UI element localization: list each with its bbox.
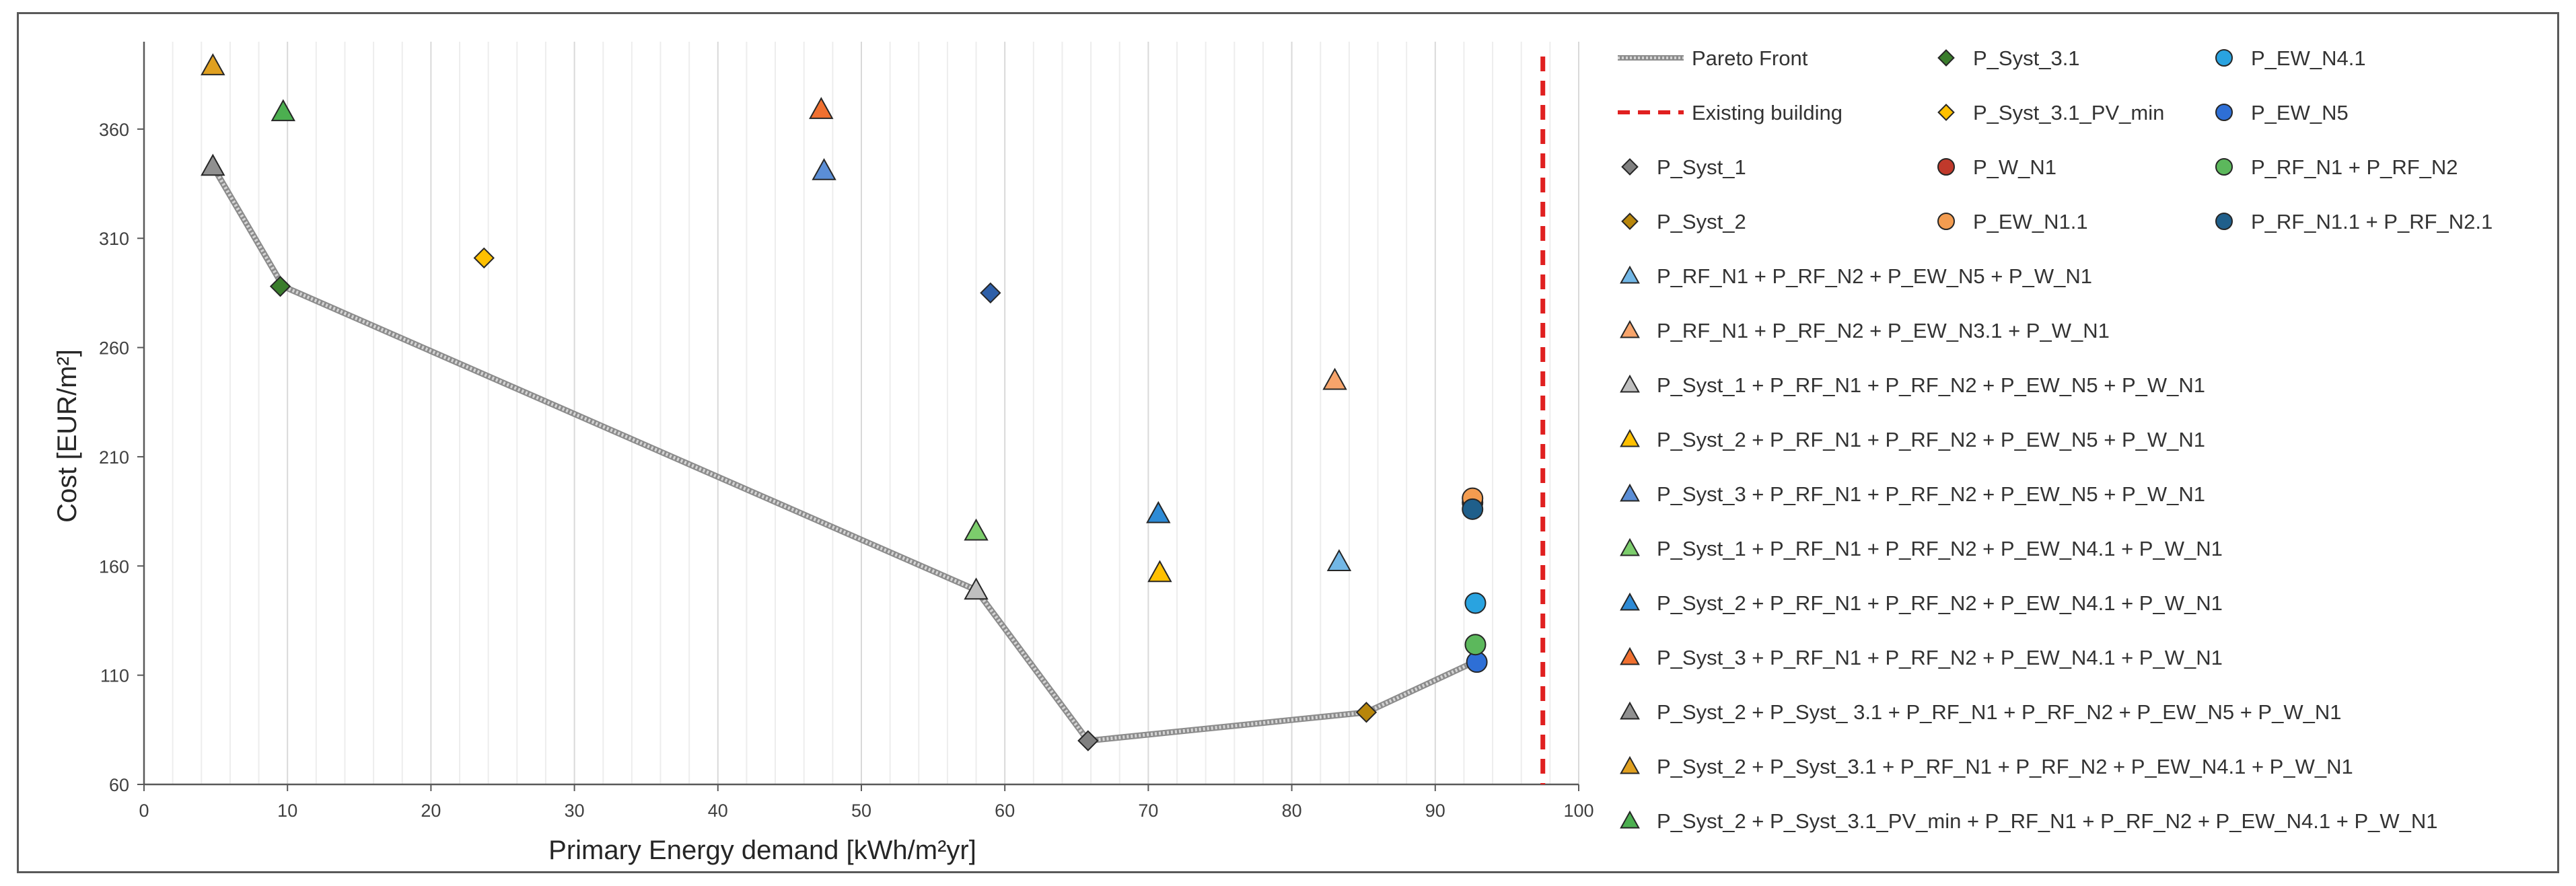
pareto-front-fill (211, 165, 1475, 743)
legend-label-p-ew-n5: P_EW_N5 (2251, 101, 2349, 124)
point-series-21-0 (980, 282, 1001, 304)
x-tick-label-30: 30 (565, 801, 585, 821)
legend-label-p-rf-n1-1-p-rf-n2-1: P_RF_N1.1 + P_RF_N2.1 (2251, 210, 2493, 233)
legend-label-p-syst-2-p-rf-n1-p-rf-n2-p-ew-n4-1-p-w-n1: P_Syst_2 + P_RF_N1 + P_RF_N2 + P_EW_N4.1… (1657, 591, 2223, 615)
legend-label-p-syst-1: P_Syst_1 (1657, 155, 1746, 179)
data-points (201, 53, 1488, 751)
legend-symbol-p-syst-2-p-rf-n1-p-rf-n2-p-ew-n5-p-w-n1 (1620, 429, 1640, 447)
grid (143, 42, 1579, 784)
legend-label-p-w-n1: P_W_N1 (1973, 155, 2056, 179)
point-p-syst-2-p-syst-3-1-pv-min-p-rf-n1-p-rf-n2-p-ew-n4-1-p-w-n1-0 (271, 99, 296, 122)
legend-symbol-p-syst-1-p-rf-n1-p-rf-n2-p-ew-n4-1-p-w-n1 (1620, 538, 1640, 556)
x-tick-label-100: 100 (1563, 801, 1594, 821)
point-p-syst-3-p-rf-n1-p-rf-n2-p-ew-n4-1-p-w-n1-0 (809, 97, 834, 119)
x-tick-label-90: 90 (1425, 801, 1445, 821)
point-p-rf-n1-p-rf-n2-p-ew-n5-p-w-n1-0 (1326, 549, 1352, 571)
point-p-syst-2-p-rf-n1-p-rf-n2-p-ew-n5-p-w-n1-0 (1147, 560, 1172, 583)
legend-label-p-syst-1-p-rf-n1-p-rf-n2-p-ew-n5-p-w-n1: P_Syst_1 + P_RF_N1 + P_RF_N2 + P_EW_N5 +… (1657, 373, 2205, 397)
x-tick-label-70: 70 (1138, 801, 1158, 821)
legend-label-p-syst-2-p-syst-3-1-pv-min-p-rf-n1-p-rf-n2-p-ew-n4-1-p-w-n1: P_Syst_2 + P_Syst_3.1_PV_min + P_RF_N1 +… (1657, 809, 2438, 833)
y-tick-label-260: 260 (99, 338, 129, 359)
point-p-rf-n1-1-p-rf-n2-1-0 (1462, 498, 1484, 520)
chart-frame (17, 12, 2559, 873)
point-p-syst-2-0 (1355, 702, 1378, 723)
legend-symbol-p-ew-n1-1 (1937, 213, 1955, 230)
point-p-syst-2-p-rf-n1-p-rf-n2-p-ew-n4-1-p-w-n1-0 (1146, 501, 1171, 523)
legend-symbol-p-syst-2-p-syst-3-1-p-rf-n1-p-rf-n2-p-ew-n5-p-w-n1 (1620, 701, 1640, 720)
legend-symbol-p-syst-2-p-rf-n1-p-rf-n2-p-ew-n4-1-p-w-n1 (1620, 592, 1640, 611)
legend-symbol-p-ew-n5 (2215, 104, 2233, 121)
pareto-front-line (210, 57, 1546, 784)
x-tick-label-0: 0 (139, 801, 149, 821)
legend-symbol-p-syst-1-p-rf-n1-p-rf-n2-p-ew-n5-p-w-n1 (1620, 374, 1640, 393)
y-tick-label-210: 210 (99, 447, 129, 468)
x-axis-title: Primary Energy demand [kWh/m²yr] (548, 836, 976, 865)
point-p-syst-2-p-syst-3-1-p-rf-n1-p-rf-n2-p-ew-n4-1-p-w-n1-0 (201, 53, 225, 75)
legend-symbol-p-syst-2 (1621, 213, 1639, 230)
point-p-rf-n1-p-rf-n2-0 (1464, 634, 1487, 656)
legend-label-pareto-front: Pareto Front (1692, 46, 1808, 70)
legend-label-p-rf-n1-p-rf-n2: P_RF_N1 + P_RF_N2 (2251, 155, 2458, 179)
legend-symbol-p-ew-n4-1 (2215, 49, 2233, 67)
y-tick-label-360: 360 (99, 120, 129, 140)
x-tick-label-50: 50 (851, 801, 871, 821)
legend-symbol-p-rf-n1-p-rf-n2 (2215, 158, 2233, 176)
point-p-syst-1-p-rf-n1-p-rf-n2-p-ew-n4-1-p-w-n1-0 (964, 518, 989, 541)
x-tick-label-80: 80 (1282, 801, 1302, 821)
legend-label-p-syst-3-p-rf-n1-p-rf-n2-p-ew-n5-p-w-n1: P_Syst_3 + P_RF_N1 + P_RF_N2 + P_EW_N5 +… (1657, 482, 2205, 506)
legend-symbol-p-syst-2-p-syst-3-1-pv-min-p-rf-n1-p-rf-n2-p-ew-n4-1-p-w-n1 (1620, 810, 1640, 829)
point-p-ew-n4-1-0 (1464, 592, 1487, 614)
point-p-syst-3-1-0 (269, 276, 291, 297)
point-p-syst-2-p-syst-3-1-p-rf-n1-p-rf-n2-p-ew-n5-p-w-n1-0 (201, 153, 225, 176)
x-tick-label-20: 20 (421, 801, 441, 821)
point-p-syst-3-1-pv-min-0 (473, 247, 495, 269)
x-tick-label-60: 60 (995, 801, 1015, 821)
legend-label-p-syst-3-1: P_Syst_3.1 (1973, 46, 2080, 70)
legend-label-p-ew-n4-1: P_EW_N4.1 (2251, 46, 2366, 70)
legend-label-p-syst-3-1-pv-min: P_Syst_3.1_PV_min (1973, 101, 2164, 124)
legend-label-p-syst-2-p-syst-3-1-p-rf-n1-p-rf-n2-p-ew-n4-1-p-w-n1: P_Syst_2 + P_Syst_3.1 + P_RF_N1 + P_RF_N… (1657, 755, 2353, 778)
legend-label-p-rf-n1-p-rf-n2-p-ew-n3-1-p-w-n1: P_RF_N1 + P_RF_N2 + P_EW_N3.1 + P_W_N1 (1657, 319, 2110, 342)
legend-symbol-p-syst-2-p-syst-3-1-p-rf-n1-p-rf-n2-p-ew-n4-1-p-w-n1 (1620, 755, 1640, 774)
legend-symbol-p-syst-1 (1621, 158, 1639, 176)
legend-symbol-p-w-n1 (1937, 158, 1955, 176)
legend-label-p-syst-3-p-rf-n1-p-rf-n2-p-ew-n4-1-p-w-n1: P_Syst_3 + P_RF_N1 + P_RF_N2 + P_EW_N4.1… (1657, 646, 2223, 669)
legend-label-p-syst-2-p-syst-3-1-p-rf-n1-p-rf-n2-p-ew-n5-p-w-n1: P_Syst_2 + P_Syst_ 3.1 + P_RF_N1 + P_RF_… (1657, 700, 2341, 724)
legend-symbol-p-syst-3-1 (1937, 49, 1955, 67)
legend-label-p-syst-1-p-rf-n1-p-rf-n2-p-ew-n4-1-p-w-n1: P_Syst_1 + P_RF_N1 + P_RF_N2 + P_EW_N4.1… (1657, 537, 2223, 560)
legend-label-existing-building: Existing building (1692, 101, 1842, 124)
legend-symbol-p-syst-3-p-rf-n1-p-rf-n2-p-ew-n4-1-p-w-n1 (1620, 647, 1640, 665)
legend-symbol-p-rf-n1-p-rf-n2-p-ew-n3-1-p-w-n1 (1620, 320, 1640, 338)
y-tick-label-110: 110 (100, 666, 129, 686)
y-tick-label-310: 310 (99, 229, 129, 249)
point-p-syst-3-p-rf-n1-p-rf-n2-p-ew-n5-p-w-n1-0 (812, 158, 836, 180)
legend-symbol-p-syst-3-p-rf-n1-p-rf-n2-p-ew-n5-p-w-n1 (1620, 483, 1640, 502)
legend-label-p-rf-n1-p-rf-n2-p-ew-n5-p-w-n1: P_RF_N1 + P_RF_N2 + P_EW_N5 + P_W_N1 (1657, 264, 2092, 288)
legend-symbol-p-rf-n1-p-rf-n2-p-ew-n5-p-w-n1 (1620, 265, 1640, 284)
y-tick-label-60: 60 (109, 775, 129, 795)
point-p-rf-n1-p-rf-n2-p-ew-n3-1-p-w-n1-0 (1322, 367, 1347, 390)
x-tick-label-10: 10 (277, 801, 297, 821)
point-p-syst-1-p-rf-n1-p-rf-n2-p-ew-n5-p-w-n1-0 (964, 577, 989, 600)
legend-symbol-p-syst-3-1-pv-min (1937, 104, 1955, 121)
x-tick-label-40: 40 (708, 801, 728, 821)
legend-label-p-ew-n1-1: P_EW_N1.1 (1973, 210, 2088, 233)
point-p-syst-1-0 (1077, 730, 1099, 751)
y-axis-title: Cost [EUR/m²] (52, 349, 82, 523)
y-tick-label-160: 160 (99, 556, 129, 577)
legend: Pareto Front Existing building P_Syst_1 P_S… (1618, 46, 2493, 833)
legend-symbol-p-rf-n1-1-p-rf-n2-1 (2215, 213, 2233, 230)
legend-label-p-syst-2: P_Syst_2 (1657, 210, 1746, 233)
axes: 0 10 20 30 40 50 60 70 80 90 100 60 110 160 210 260 310 3… (99, 42, 1594, 821)
legend-label-p-syst-2-p-rf-n1-p-rf-n2-p-ew-n5-p-w-n1: P_Syst_2 + P_RF_N1 + P_RF_N2 + P_EW_N5 +… (1657, 428, 2205, 451)
